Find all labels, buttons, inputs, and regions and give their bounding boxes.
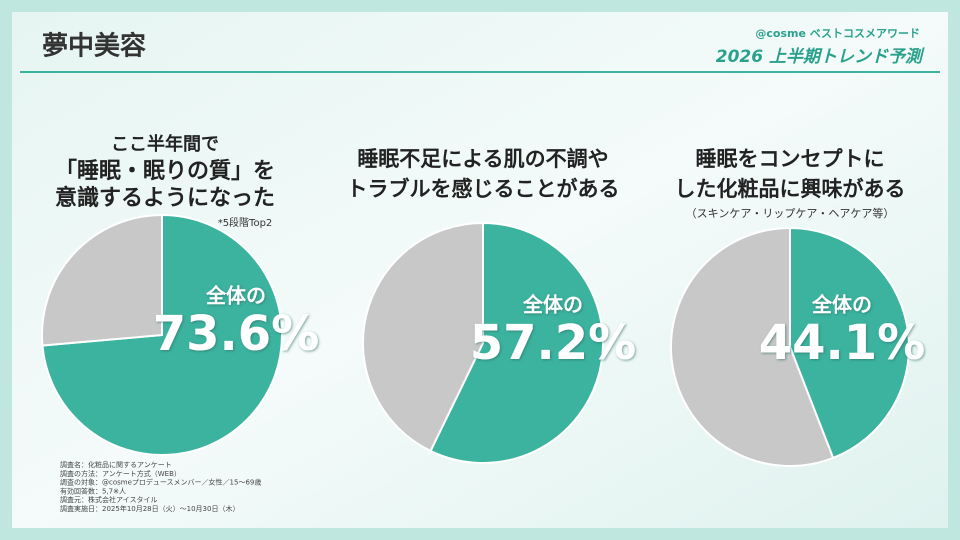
pie-slice — [362, 221, 484, 453]
chart-subtitle: （スキンケア・リップケア・ヘアケア等） — [686, 206, 895, 220]
chart-title: した化粧品に興味がある — [675, 177, 906, 201]
footnote: 有効回答数：5,7※人 — [60, 486, 126, 495]
footnote: 調査名：化粧品に関するアンケート — [60, 460, 172, 469]
chart-title: ここ半年間で — [111, 133, 219, 155]
annotation: 全体の — [205, 284, 266, 308]
annotation: 全体の — [811, 293, 872, 317]
header-title: 夢中美容 — [42, 31, 146, 62]
pie-slice — [429, 221, 604, 464]
footnote: 調査元：株式会社アイスタイル — [60, 495, 157, 504]
value-label: 73.6% — [153, 306, 320, 362]
annotation: 全体の — [522, 293, 583, 317]
pie-slice — [670, 226, 835, 467]
footnote: 調査の対象：@cosmeプロデュースメンバー／女性／15～69歳 — [60, 478, 261, 487]
charts: ここ半年間で「睡眠・眠りの質」を意識するようになった*5段階Top2全体の73.… — [41, 133, 926, 467]
value-label: 44.1% — [759, 315, 926, 371]
footnote: 調査実施日：2025年10月28日（火）～10月30日（木） — [60, 504, 239, 513]
chart-title: 睡眠をコンセプトに — [696, 147, 885, 171]
chart-title: 「睡眠・眠りの質」を — [55, 159, 275, 184]
pie-slice — [789, 226, 910, 460]
chart-title: トラブルを感じることがある — [347, 177, 620, 201]
chart-title: 睡眠不足による肌の不調や — [357, 147, 608, 171]
footnote: 調査の方法：アンケート方式（WEB） — [60, 469, 181, 478]
chart-note: *5段階Top2 — [218, 216, 273, 229]
header-subtitle: 2026 上半期トレンド予測 — [716, 47, 925, 67]
pie-slice — [41, 213, 163, 347]
brand: @cosme ベストコスメアワード — [755, 27, 920, 40]
chart-title: 意識するようになった — [55, 185, 275, 211]
value-label: 57.2% — [470, 315, 637, 371]
notes: 調査名：化粧品に関するアンケート調査の方法：アンケート方式（WEB）調査の対象：… — [60, 460, 261, 513]
